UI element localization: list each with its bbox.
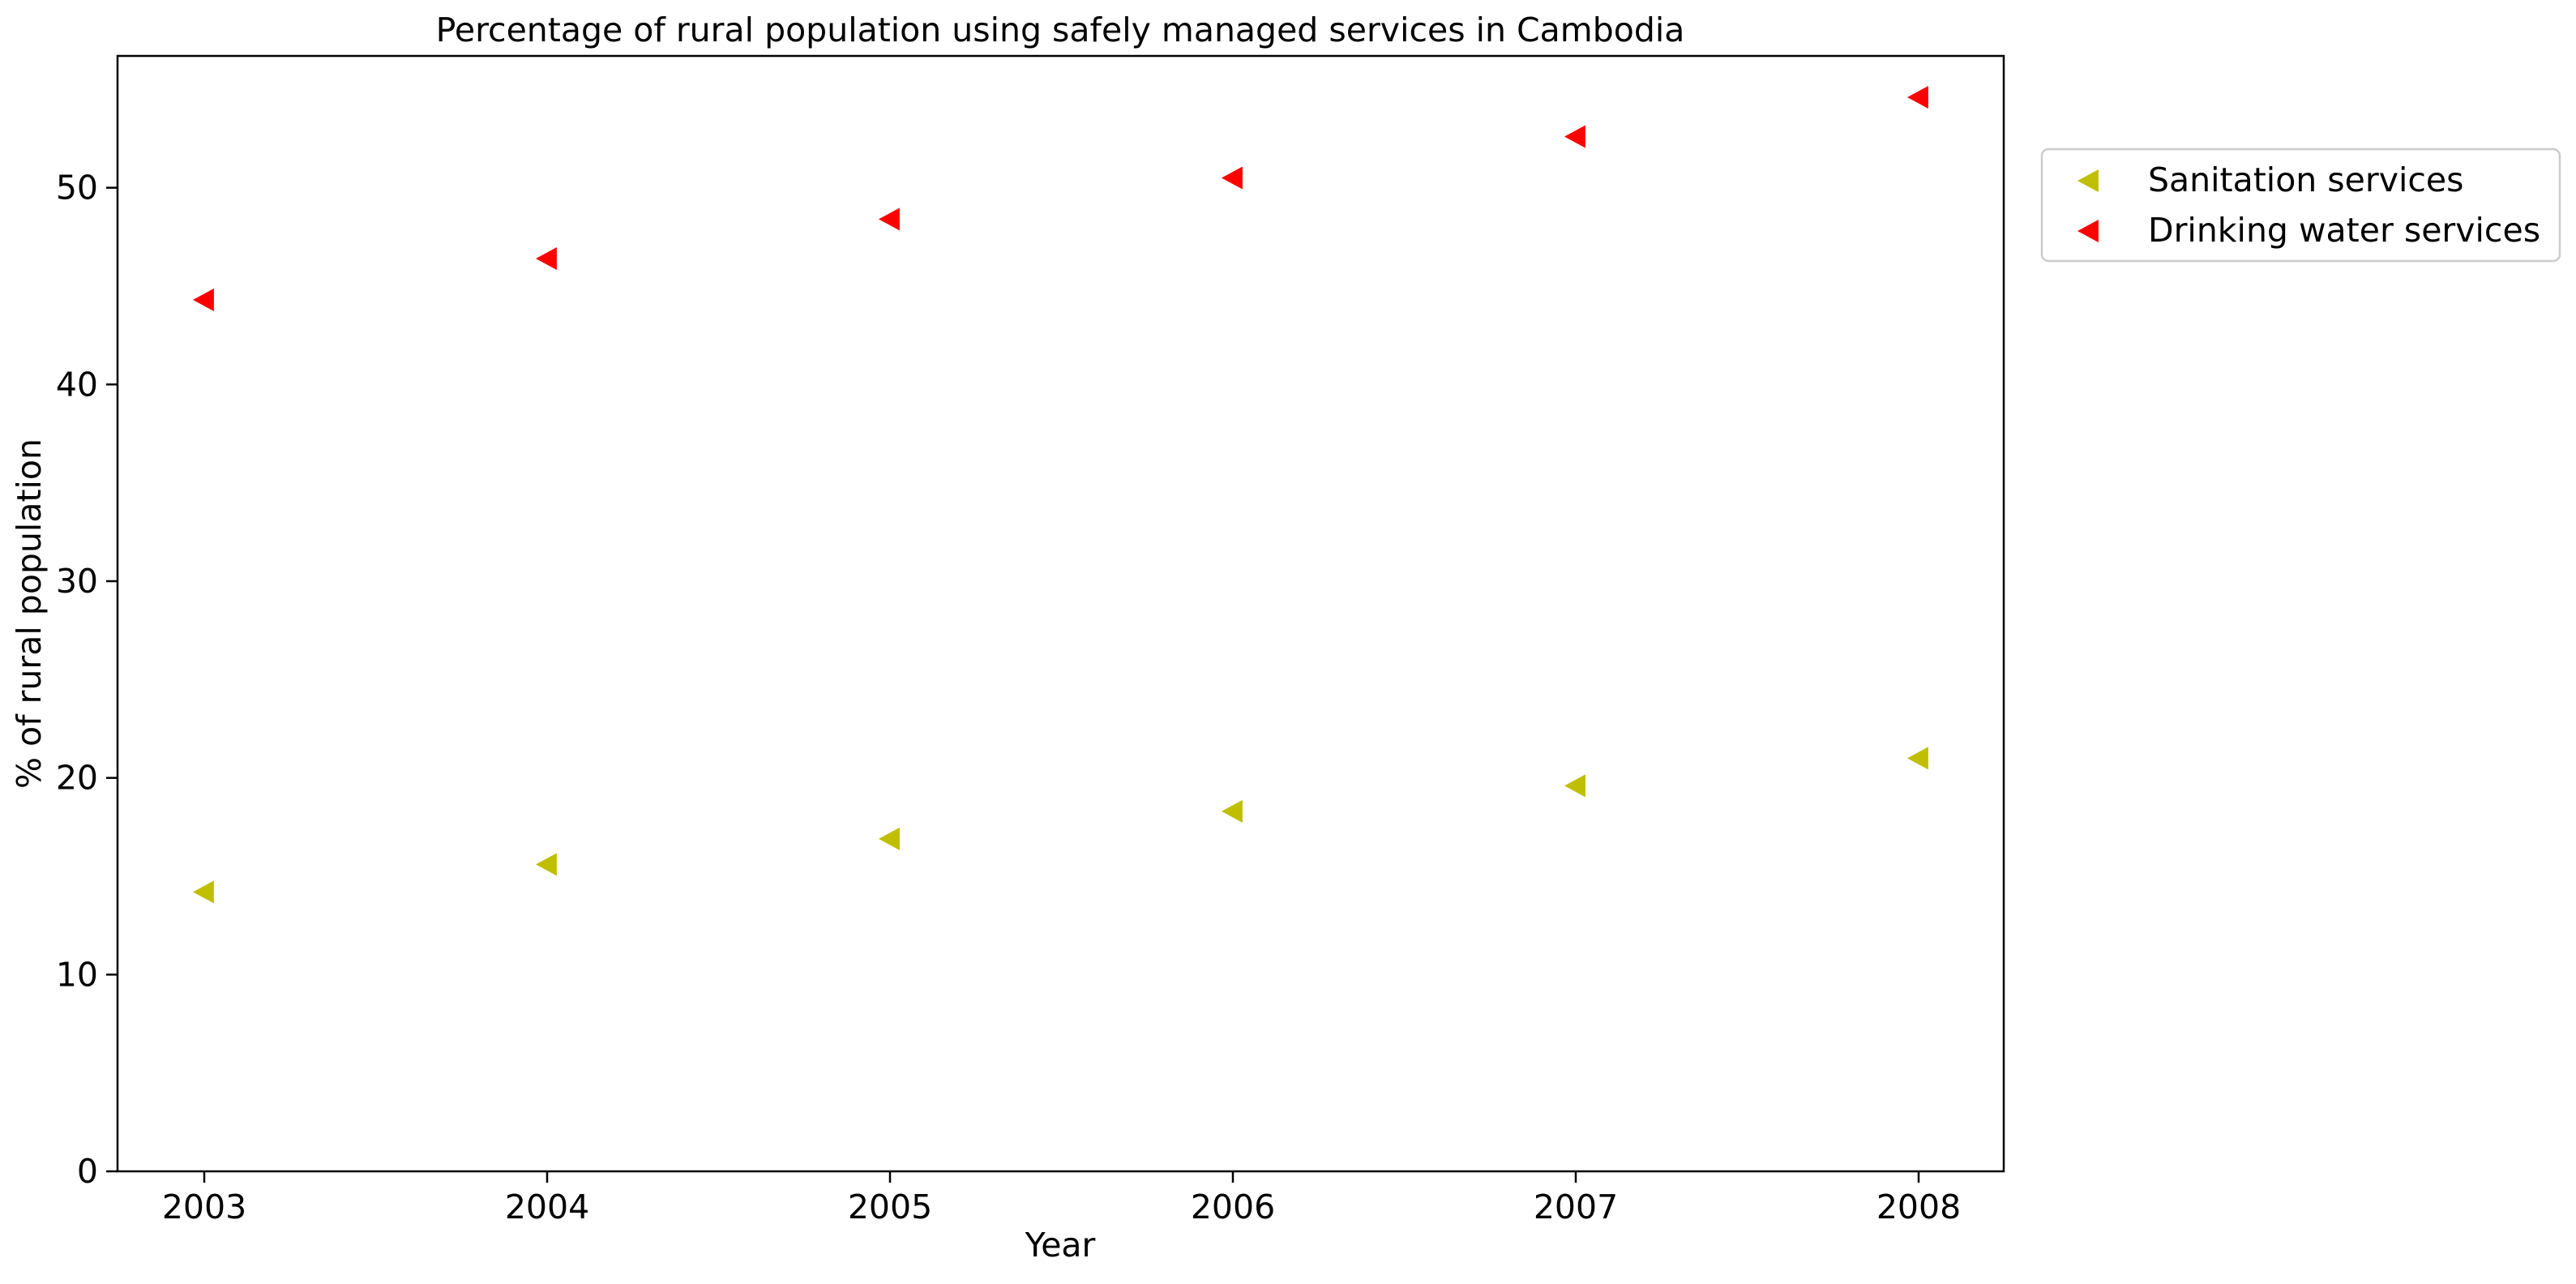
x-axis-label: Year xyxy=(1025,1226,1096,1265)
data-point-drinking-water xyxy=(879,208,900,231)
chart-title: Percentage of rural population using saf… xyxy=(436,11,1685,49)
x-tick-label: 2007 xyxy=(1534,1188,1618,1226)
legend-marker-drinking-water xyxy=(2077,220,2099,242)
y-tick-label: 0 xyxy=(77,1152,98,1191)
y-tick-label: 10 xyxy=(56,955,98,994)
data-point-drinking-water xyxy=(1222,166,1243,190)
legend-label-sanitation: Sanitation services xyxy=(2148,160,2464,199)
data-point-sanitation xyxy=(536,853,557,876)
y-tick-label: 30 xyxy=(56,562,98,601)
y-axis-ticks: 0 10 20 30 40 50 xyxy=(56,169,118,1191)
data-point-sanitation xyxy=(1222,799,1243,823)
y-tick-label: 40 xyxy=(56,365,98,404)
x-tick-label: 2003 xyxy=(162,1188,246,1226)
data-point-sanitation xyxy=(193,880,214,904)
legend-marker-sanitation xyxy=(2077,169,2099,192)
legend-frame xyxy=(2040,148,2561,263)
data-point-sanitation xyxy=(879,827,900,850)
y-axis-label: % of rural population xyxy=(10,439,49,789)
x-tick-label: 2005 xyxy=(848,1188,932,1226)
data-point-drinking-water xyxy=(1907,85,1928,109)
data-points xyxy=(193,85,1928,904)
y-tick-label: 20 xyxy=(56,759,98,798)
y-tick-label: 50 xyxy=(56,169,98,208)
data-point-sanitation xyxy=(1564,774,1585,798)
x-tick-label: 2008 xyxy=(1876,1188,1961,1226)
x-tick-label: 2006 xyxy=(1191,1188,1275,1226)
legend-label-drinking-water: Drinking water services xyxy=(2148,211,2540,250)
plot-area-frame xyxy=(116,54,2005,1173)
legend: Sanitation services Drinking water servi… xyxy=(2040,148,2561,263)
data-point-drinking-water xyxy=(1564,125,1585,148)
x-tick-label: 2004 xyxy=(505,1188,589,1226)
x-axis-ticks: 2003 2004 2005 2006 2007 2008 xyxy=(162,1171,1961,1226)
data-point-drinking-water xyxy=(536,246,557,270)
data-point-drinking-water xyxy=(193,288,214,311)
data-point-sanitation xyxy=(1907,747,1928,770)
